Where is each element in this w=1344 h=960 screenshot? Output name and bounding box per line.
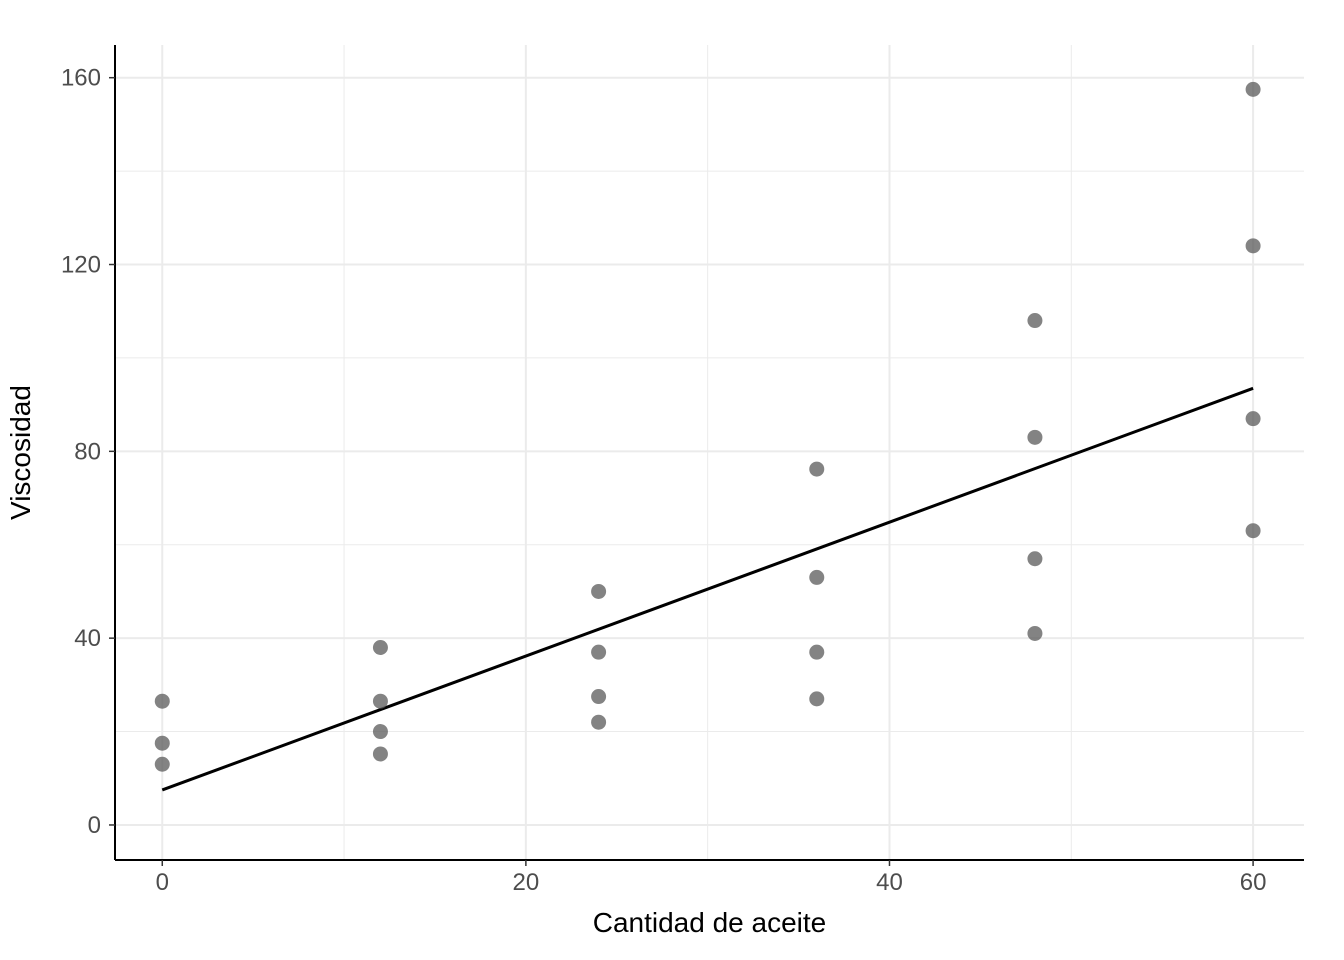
scatter-point	[809, 570, 824, 585]
x-tick-label: 0	[156, 869, 169, 896]
x-axis-label: Cantidad de aceite	[593, 907, 827, 938]
y-tick-label: 0	[88, 812, 101, 839]
scatter-point	[809, 462, 824, 477]
scatter-point	[1246, 523, 1261, 538]
y-tick-label: 80	[74, 438, 101, 465]
scatter-point	[1246, 411, 1261, 426]
scatter-point	[809, 645, 824, 660]
scatter-point	[1027, 430, 1042, 445]
scatter-point	[1027, 313, 1042, 328]
scatter-point	[1027, 551, 1042, 566]
y-axis-label: Viscosidad	[5, 385, 36, 520]
chart-svg: 0 20 40 60 0 40 80 120 160 Cantidad de aceite Visc…	[0, 0, 1344, 960]
scatter-point	[591, 584, 606, 599]
scatter-point	[1246, 82, 1261, 97]
scatter-point	[591, 689, 606, 704]
y-tick-label: 40	[74, 625, 101, 652]
scatter-point	[373, 746, 388, 761]
scatter-point	[155, 757, 170, 772]
scatter-point	[591, 715, 606, 730]
scatter-point	[809, 691, 824, 706]
scatter-chart: 0 20 40 60 0 40 80 120 160 Cantidad de aceite Visc…	[0, 0, 1344, 960]
scatter-point	[1246, 238, 1261, 253]
x-tick-label: 60	[1240, 869, 1267, 896]
scatter-point	[373, 640, 388, 655]
scatter-point	[373, 724, 388, 739]
scatter-point	[1027, 626, 1042, 641]
x-tick-label: 20	[513, 869, 540, 896]
y-tick-label: 120	[61, 252, 101, 279]
y-tick-label: 160	[61, 65, 101, 92]
scatter-point	[155, 694, 170, 709]
scatter-point	[155, 736, 170, 751]
scatter-point	[591, 645, 606, 660]
scatter-point	[373, 694, 388, 709]
x-tick-label: 40	[876, 869, 903, 896]
